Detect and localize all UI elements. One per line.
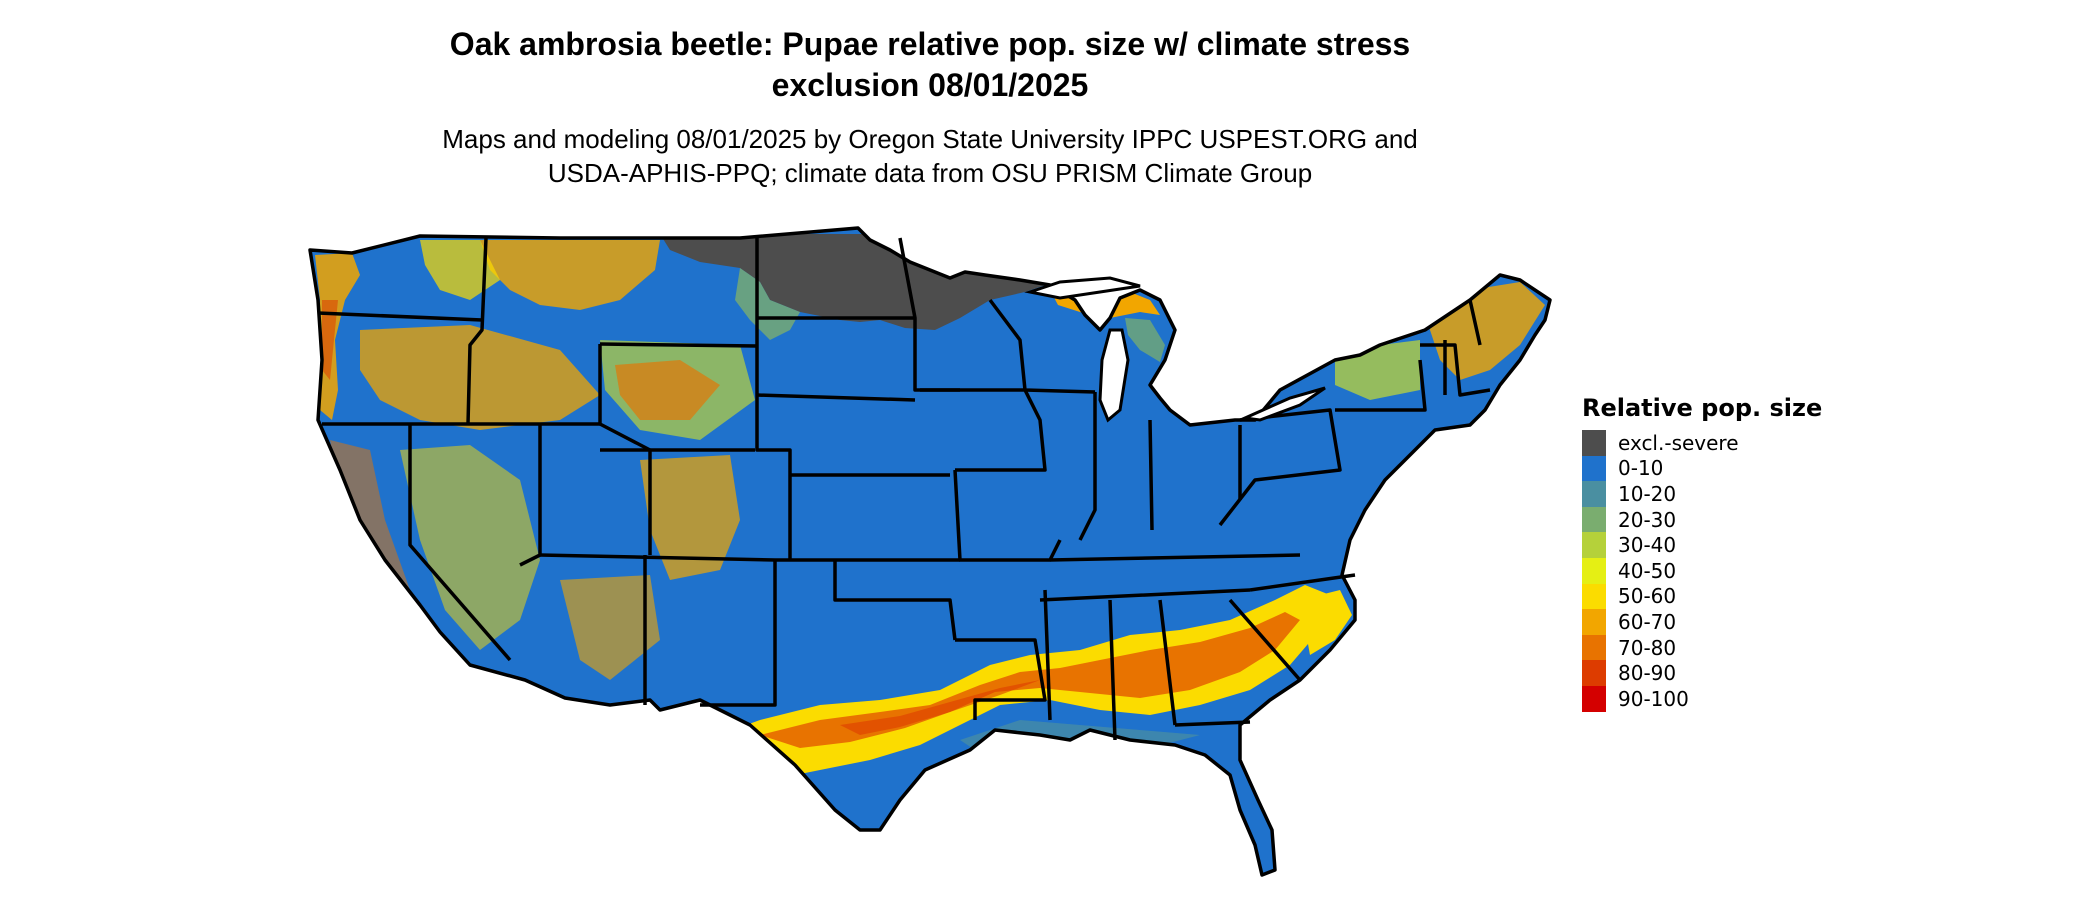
legend-swatch [1582,532,1606,558]
legend-item: 50-60 [1582,583,1822,610]
legend-items: excl.-severe 0-10 10-20 20-30 30-40 40-50 50-6… [1582,430,1822,712]
legend-swatch [1582,481,1606,507]
legend-item: 40-50 [1582,557,1822,584]
legend-label: 60-70 [1618,609,1677,634]
legend-label: 40-50 [1618,558,1677,583]
legend-label: 90-100 [1618,686,1689,711]
border-mt-wy [599,342,758,348]
border-four-corners [539,553,776,562]
lake-superior [1024,276,1141,300]
zone-pacific-northwest-hot [322,300,338,380]
zone-great-basin-mixed [400,445,540,650]
legend-item: 20-30 [1582,506,1822,533]
legend-label: 10-20 [1618,481,1677,506]
legend-item: 80-90 [1582,660,1822,686]
zone-michigan-mixed [1125,318,1165,362]
border-nm-tx [700,560,777,707]
legend-swatch [1582,609,1606,635]
legend-item: excl.-severe [1582,430,1822,456]
legend-item: 90-100 [1582,685,1822,712]
zone-carolina-yellow [1300,590,1352,655]
legend-item: 70-80 [1582,634,1822,661]
lake-erie [1239,386,1326,422]
zone-southern-belt-hot [840,680,1040,735]
border-ok-tx [833,560,957,641]
legend-label: 70-80 [1618,635,1677,660]
legend: Relative pop. size excl.-severe 0-10 10-20… [1582,394,1822,712]
zone-idaho-warm [360,325,600,430]
zone-colorado-mixed [640,455,740,580]
zone-northern-rockies-yellow [420,240,500,300]
zone-california-mixed [330,440,410,600]
us-outline [308,226,1552,877]
zone-arizona-mixed [560,575,660,680]
legend-item: 60-70 [1582,609,1822,635]
legend-swatch [1582,506,1606,533]
border-nv-ca [408,424,512,662]
map-subtitle: Maps and modeling 08/01/2025 by Oregon S… [0,122,1860,190]
border-ms-al [1043,589,1177,741]
legend-swatch [1582,583,1606,610]
map-subtitle-line-2: USDA-APHIS-PPQ; climate data from OSU PR… [547,158,1313,188]
legend-item: 30-40 [1582,532,1822,558]
border-ga-sc [1174,598,1302,727]
legend-swatch [1582,455,1606,482]
legend-label: 50-60 [1618,584,1677,609]
border-va-nc [1249,573,1356,592]
border-in-oh [1148,419,1242,531]
legend-item: 10-20 [1582,481,1822,507]
border-new-england [1420,299,1491,397]
map-subtitle-line-1: Maps and modeling 08/01/2025 by Oregon S… [442,124,1418,154]
legend-swatch [1582,685,1606,712]
border-sd-ne [756,393,916,402]
legend-swatch [1582,557,1606,584]
legend-swatch [1582,660,1606,686]
map-title-line-1: Oak ambrosia beetle: Pupae relative pop.… [449,26,1411,62]
lake-michigan [1098,328,1130,423]
border-ny-pa [1335,359,1427,412]
population-zones [315,234,1545,780]
border-wi-il [988,298,1096,394]
zone-northern-plains-fringe [735,268,800,340]
legend-label: 20-30 [1618,507,1677,532]
map-title-line-2: exclusion 08/01/2025 [771,67,1089,103]
border-il-in [1078,392,1097,541]
border-mt-idaho-wy [598,344,651,452]
border-plains-west [755,238,792,560]
state-borders [308,226,1552,877]
legend-item: 0-10 [1582,455,1822,482]
us-map [308,226,1552,877]
border-mo [953,469,1062,562]
legend-swatch [1582,430,1606,456]
zone-southern-belt-orange [760,612,1300,748]
border-ia-mo [920,388,1047,472]
zone-wyoming-hot [615,360,720,420]
border-ar-la [955,638,1047,720]
legend-swatch [1582,634,1606,661]
legend-label: excl.-severe [1618,430,1739,455]
border-oh-pa-wv [1218,408,1342,527]
border-idaho [466,237,488,425]
legend-label: 30-40 [1618,533,1677,558]
map-title: Oak ambrosia beetle: Pupae relative pop.… [0,24,1860,106]
border-tn-ky [1039,553,1301,602]
legend-label: 0-10 [1618,456,1664,481]
zone-northern-rockies-warm [480,240,660,310]
legend-label: 80-90 [1618,661,1677,686]
great-lakes [1024,276,1326,423]
legend-title: Relative pop. size [1582,394,1823,422]
border-wa-or [317,311,483,322]
zone-pacific-northwest-warm [315,253,360,420]
